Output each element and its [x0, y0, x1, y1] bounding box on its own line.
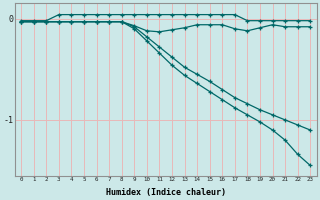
- X-axis label: Humidex (Indice chaleur): Humidex (Indice chaleur): [106, 188, 226, 197]
